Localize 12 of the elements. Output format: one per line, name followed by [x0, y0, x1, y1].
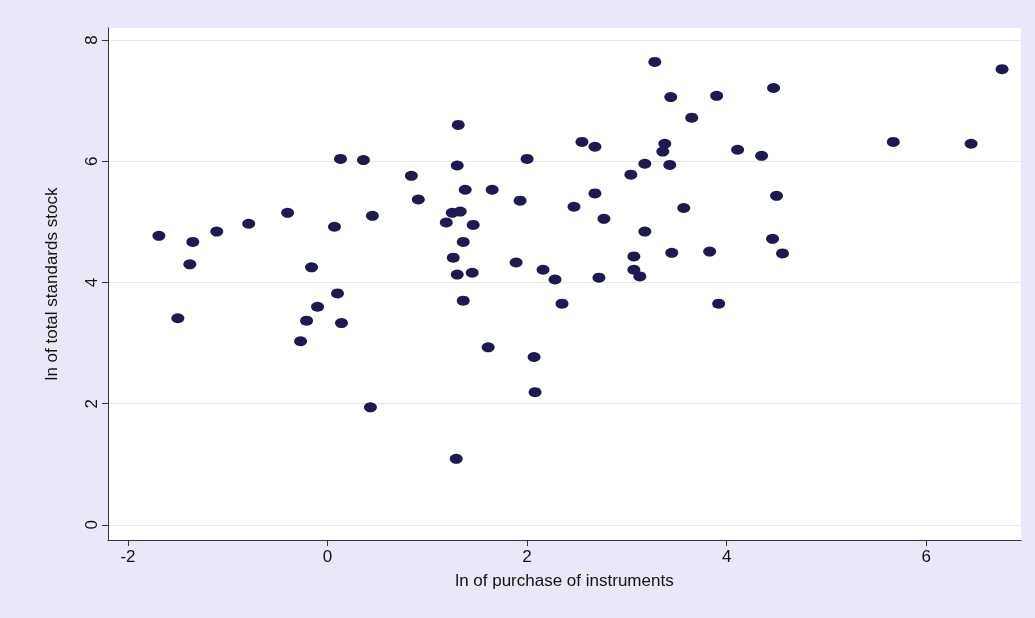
y-tick-label: 8	[82, 35, 101, 45]
x-tick-label: 0	[322, 547, 333, 566]
y-tick-label: 4	[82, 277, 101, 288]
x-tick-label: 2	[522, 547, 532, 566]
y-tick-label: 6	[82, 156, 101, 167]
x-axis-title: ln of purchase of instruments	[455, 571, 674, 590]
x-tick-label: 4	[721, 547, 732, 566]
x-tick-label: 6	[921, 547, 931, 566]
y-tick-label: 0	[82, 520, 101, 530]
x-tick-label: -2	[120, 547, 136, 566]
y-axis-title: ln of total standards stock	[42, 187, 61, 381]
y-tick-label: 2	[82, 398, 101, 409]
